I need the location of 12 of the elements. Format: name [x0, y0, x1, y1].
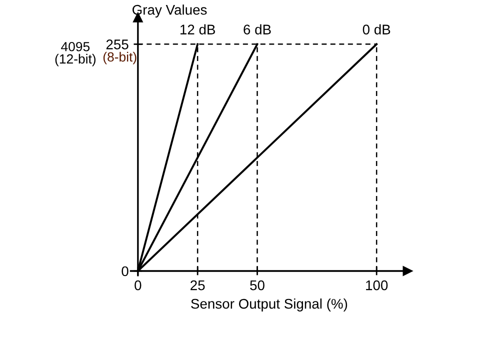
annotation: (8-bit) — [103, 52, 136, 64]
text: 4095 (12-bit) — [55, 42, 96, 66]
series-label: 6 dB — [244, 24, 271, 34]
x-tick-label: 100 — [366, 280, 388, 290]
series-label: 0 dB — [362, 24, 390, 34]
x-tick-label: 0 — [134, 280, 142, 290]
x-tick-label: 50 — [250, 280, 264, 290]
x-tick-label: 25 — [190, 280, 205, 290]
series-label: 12 dB — [180, 24, 216, 34]
x-axis-title: Sensor Output Signal (%) — [191, 298, 348, 312]
y-tick-label: 255 — [106, 40, 128, 50]
y-axis-title: Gray Values — [132, 4, 207, 18]
